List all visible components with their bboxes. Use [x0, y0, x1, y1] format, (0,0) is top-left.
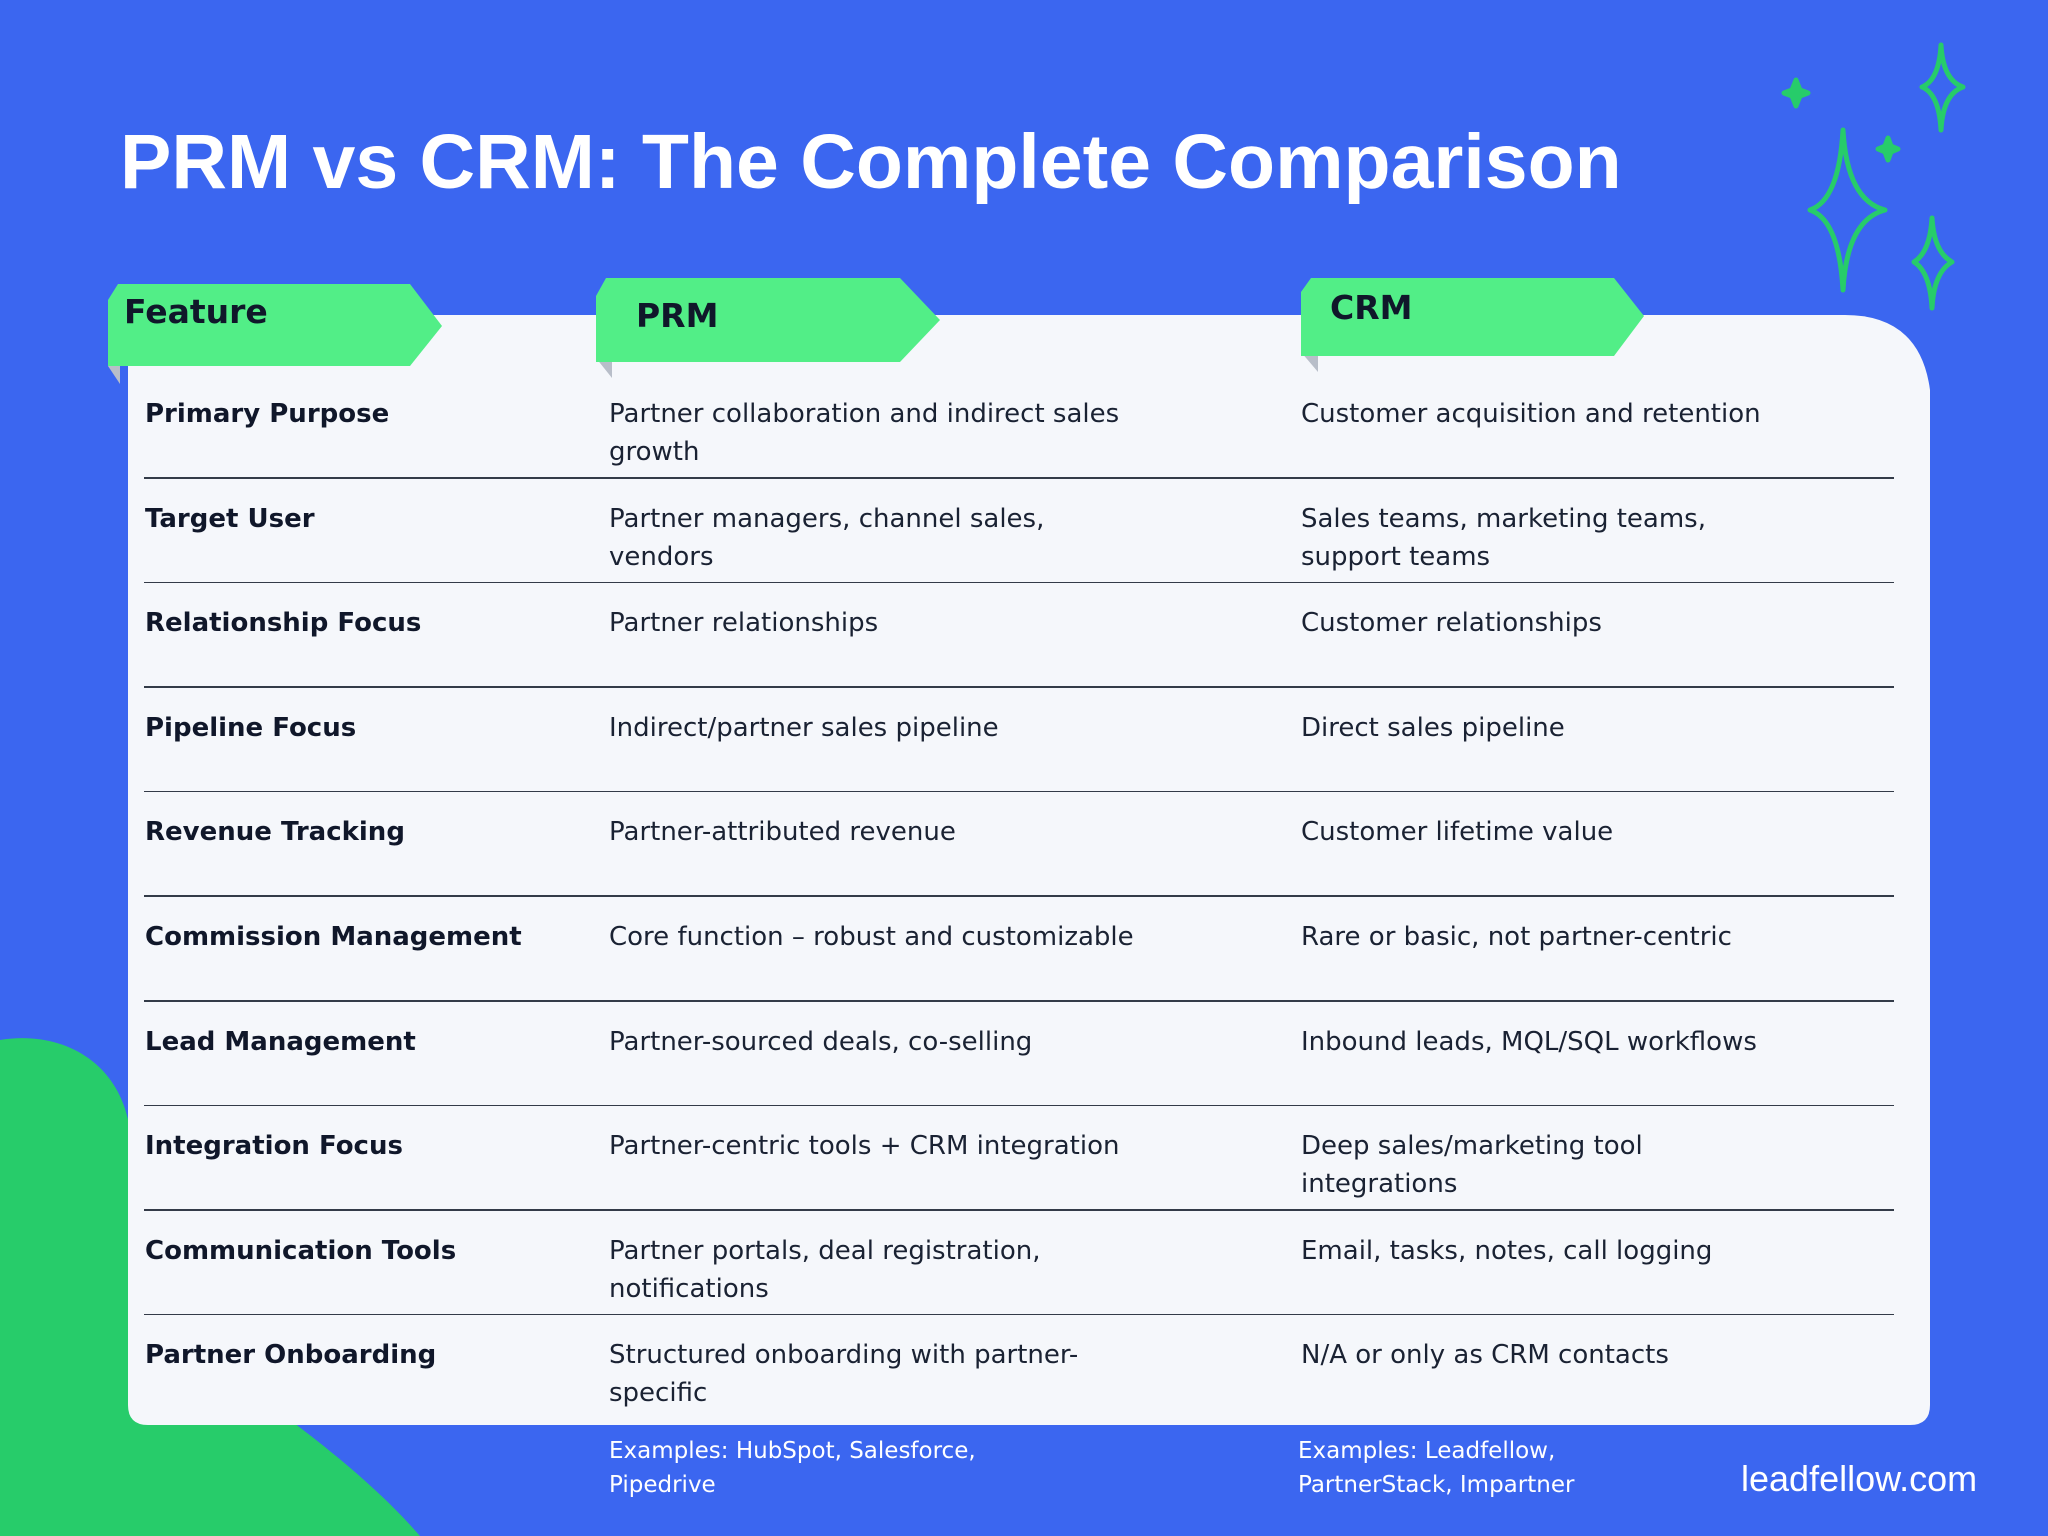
crm-cell: N/A or only as CRM contacts: [1301, 1340, 1669, 1371]
row-divider: [144, 477, 1894, 479]
crm-cell: Email, tasks, notes, call logging: [1301, 1235, 1713, 1266]
prm-cell: Partner relationships: [609, 608, 879, 639]
feature-cell: Revenue Tracking: [145, 817, 405, 848]
feature-cell: Commission Management: [145, 922, 522, 952]
feature-cell: Target User: [145, 503, 315, 534]
crm-cell: Inbound leads, MQL/SQL workflows: [1301, 1026, 1757, 1057]
feature-cell: Communication Tools: [145, 1235, 457, 1266]
row-divider: [144, 1000, 1894, 1002]
crm-cell: Direct sales pipeline: [1301, 712, 1565, 743]
prm-cell: Structured onboarding with partner-speci…: [609, 1340, 1079, 1409]
feature-cell: Primary Purpose: [145, 399, 390, 429]
crm-cell: Customer relationships: [1301, 608, 1602, 639]
header-crm: CRM: [1330, 288, 1413, 327]
feature-cell: Partner Onboarding: [145, 1340, 437, 1371]
header-prm: PRM: [636, 296, 719, 335]
brand: leadfellow.com: [1741, 1458, 1978, 1499]
feature-cell: Relationship Focus: [145, 608, 422, 639]
prm-cell: Partner portals, deal registration, noti…: [609, 1235, 1041, 1304]
prm-cell: Partner-centric tools + CRM integration: [609, 1131, 1120, 1162]
prm-cell: Partner-attributed revenue: [609, 817, 956, 848]
row-divider: [144, 1104, 1894, 1107]
crm-cell: Customer acquisition and retention: [1301, 399, 1761, 429]
crm-examples: Examples: Leadfellow, PartnerStack, Impa…: [1298, 1438, 1575, 1498]
crm-cell: Rare or basic, not partner-centric: [1301, 922, 1732, 952]
row-divider: [144, 895, 1894, 897]
prm-cell: Indirect/partner sales pipeline: [609, 712, 999, 743]
tab-crm: [1301, 278, 1644, 356]
row-divider: [144, 581, 1894, 584]
prm-cell: Partner collaboration and indirect sales…: [609, 399, 1120, 467]
tab-feature: [108, 284, 442, 366]
feature-cell: Integration Focus: [145, 1131, 403, 1162]
crm-cell: Sales teams, marketing teams, support te…: [1301, 503, 1706, 572]
title: PRM vs CRM: The Complete Comparison: [120, 119, 1622, 205]
header-feature: Feature: [124, 292, 268, 331]
feature-cell: Lead Management: [145, 1026, 416, 1057]
card: [128, 315, 1930, 1425]
row-divider: [144, 686, 1894, 688]
row-divider: [144, 790, 1894, 793]
prm-cell: Core function – robust and customizable: [609, 922, 1134, 952]
prm-examples: Examples: HubSpot, Salesforce, Pipedrive: [609, 1438, 976, 1498]
row-divider: [144, 1209, 1894, 1211]
prm-cell: Partner-sourced deals, co-selling: [609, 1026, 1033, 1057]
feature-cell: Pipeline Focus: [145, 712, 357, 743]
blob: [0, 1038, 420, 1536]
tab-prm: [596, 278, 940, 362]
prm-cell: Partner managers, channel sales, vendors: [609, 503, 1045, 572]
row-divider: [144, 1313, 1894, 1316]
sparkles: [1781, 42, 1966, 311]
crm-cell: Customer lifetime value: [1301, 817, 1614, 848]
crm-cell: Deep sales/marketing tool integrations: [1301, 1131, 1643, 1200]
